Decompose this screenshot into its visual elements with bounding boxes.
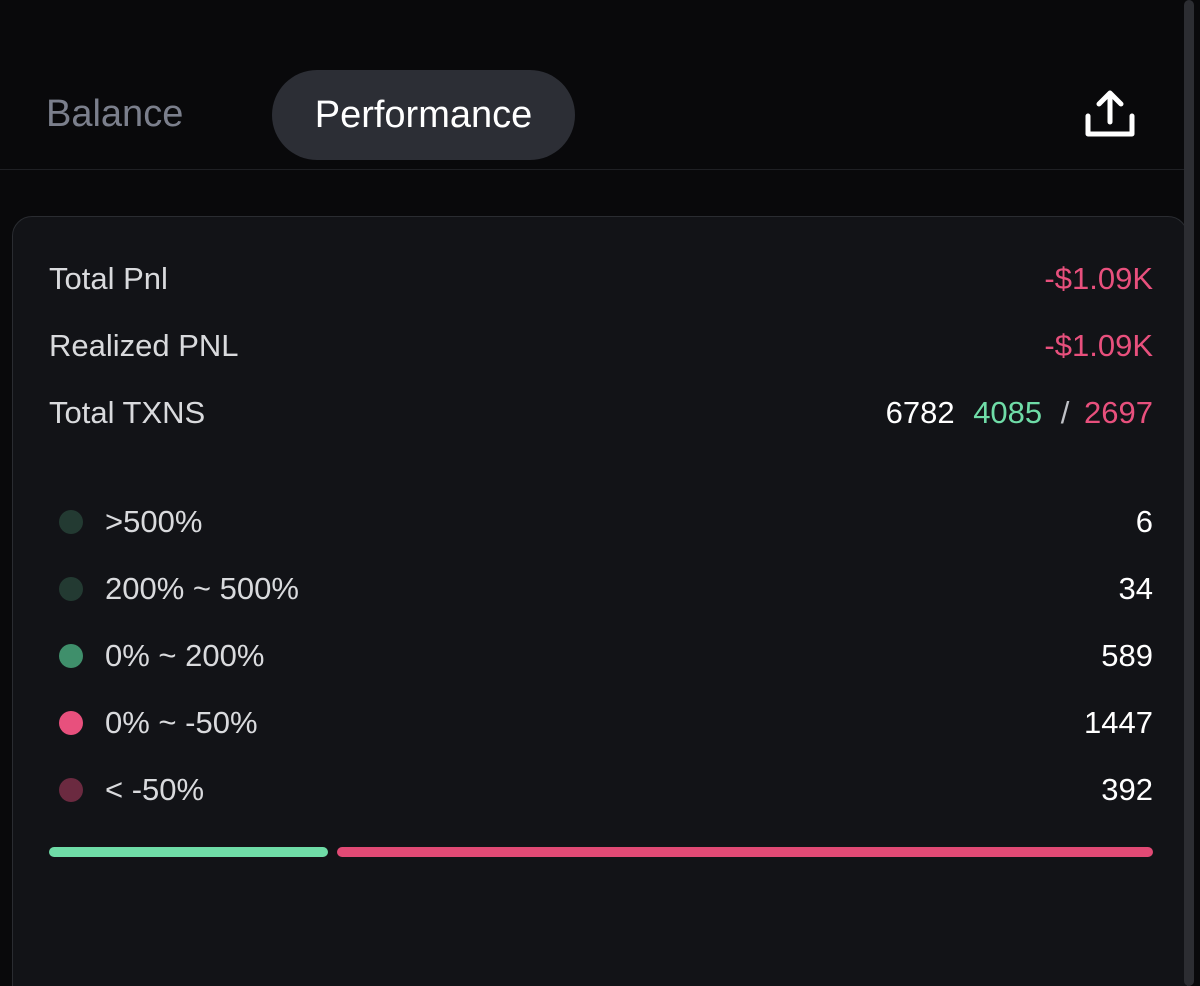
total-txns-row: Total TXNS 6782 4085 / 2697: [49, 391, 1153, 435]
total-txns-losses: 2697: [1084, 395, 1153, 430]
ratio-bar-loss-segment: [336, 847, 1153, 857]
total-txns-wins: 4085: [973, 395, 1043, 430]
total-txns-values: 6782 4085 / 2697: [886, 395, 1153, 431]
dist-count: 589: [1101, 638, 1153, 673]
scrollbar[interactable]: [1184, 0, 1194, 986]
total-txns-count: 6782: [885, 395, 955, 430]
dist-count: 1447: [1084, 705, 1153, 740]
performance-card: Total Pnl -$1.09K Realized PNL -$1.09K T…: [12, 216, 1188, 986]
share-button[interactable]: [1080, 88, 1140, 144]
realized-pnl-value: -$1.09K: [1044, 328, 1153, 363]
tabs-bar: Balance Performance: [0, 0, 1184, 170]
tab-performance[interactable]: Performance: [272, 70, 575, 160]
tab-balance[interactable]: Balance: [46, 93, 184, 135]
total-pnl-label: Total Pnl: [49, 261, 168, 296]
dist-dot: [59, 778, 83, 802]
total-pnl-value: -$1.09K: [1044, 261, 1153, 296]
dist-label: >500%: [105, 504, 203, 539]
dist-dot: [59, 644, 83, 668]
dist-label: 200% ~ 500%: [105, 571, 299, 606]
distribution-row: 200% ~ 500% 34: [49, 567, 1153, 611]
share-upload-icon: [1085, 90, 1135, 137]
ratio-bar-win-segment: [49, 847, 328, 857]
win-loss-ratio-bar: [49, 847, 1153, 857]
dist-dot: [59, 577, 83, 601]
distribution-row: 0% ~ -50% 1447: [49, 701, 1153, 745]
dist-dot: [59, 711, 83, 735]
dist-dot: [59, 510, 83, 534]
dist-label: 0% ~ -50%: [105, 705, 258, 740]
distribution-row: >500% 6: [49, 500, 1153, 544]
distribution-row: < -50% 392: [49, 768, 1153, 812]
total-txns-separator: /: [1060, 395, 1070, 430]
total-txns-label: Total TXNS: [49, 395, 206, 430]
dist-count: 6: [1135, 504, 1153, 539]
dist-label: < -50%: [105, 772, 205, 807]
total-pnl-row: Total Pnl -$1.09K: [49, 257, 1153, 301]
distribution-row: 0% ~ 200% 589: [49, 634, 1153, 678]
realized-pnl-label: Realized PNL: [49, 328, 239, 363]
dist-count: 392: [1101, 772, 1153, 807]
dist-label: 0% ~ 200%: [105, 638, 265, 673]
dist-count: 34: [1118, 571, 1153, 606]
realized-pnl-row: Realized PNL -$1.09K: [49, 324, 1153, 368]
